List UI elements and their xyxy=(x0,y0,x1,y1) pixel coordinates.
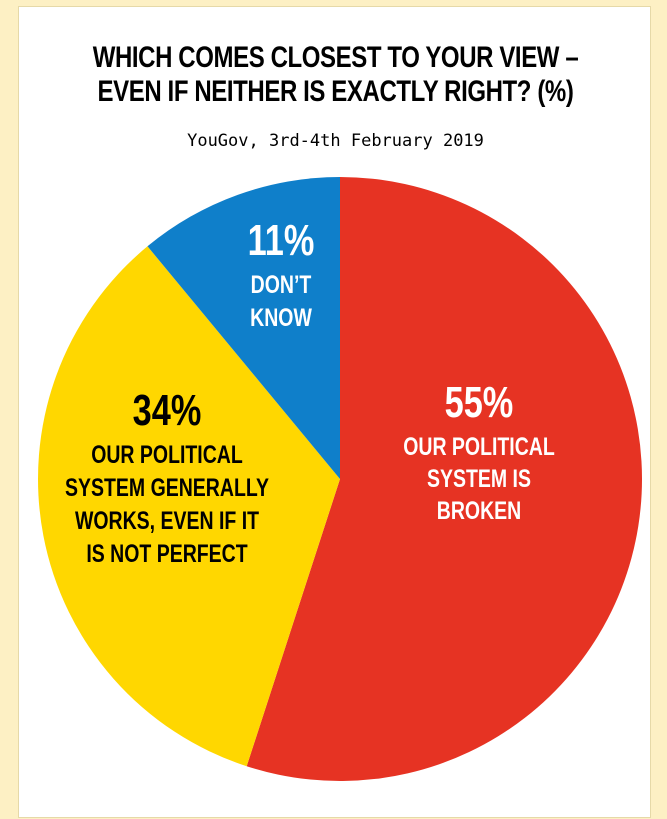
chart-title-line-2: EVEN IF NEITHER IS EXACTLY RIGHT? (%) xyxy=(97,75,574,108)
chart-title-line-1: WHICH COMES CLOSEST TO YOUR VIEW – xyxy=(92,41,579,74)
pie-slice-broken xyxy=(246,177,643,781)
slice-label-works: 34% OUR POLITICAL SYSTEM GENERALLY WORKS, E… xyxy=(65,386,269,568)
slice-percent-broken: 55% xyxy=(445,378,514,427)
slice-text-works: WORKS, EVEN IF IT xyxy=(75,507,259,535)
pie-slice-dont-know xyxy=(147,177,340,479)
slice-text-works: IS NOT PERFECT xyxy=(86,540,248,568)
pie-slice-works xyxy=(38,246,340,767)
slice-text-works: OUR POLITICAL xyxy=(91,441,243,469)
slice-percent-works: 34% xyxy=(133,386,202,435)
slice-text-broken: SYSTEM IS xyxy=(427,465,531,493)
slice-text-broken: OUR POLITICAL xyxy=(403,433,555,461)
slice-percent-dont-know: 11% xyxy=(248,216,315,265)
slice-label-dont-know: 11% DON’T KNOW xyxy=(248,216,315,332)
slice-text-dont-know: KNOW xyxy=(250,304,312,332)
slice-text-broken: BROKEN xyxy=(437,497,521,525)
chart-card: WHICH COMES CLOSEST TO YOUR VIEW – EVEN … xyxy=(18,6,651,818)
pie-chart: 55% OUR POLITICAL SYSTEM IS BROKEN 34% OUR PO… xyxy=(38,177,643,781)
slice-text-works: SYSTEM GENERALLY xyxy=(65,474,269,502)
slice-label-broken: 55% OUR POLITICAL SYSTEM IS BROKEN xyxy=(403,378,555,525)
slice-text-dont-know: DON’T xyxy=(251,271,312,299)
chart-title: WHICH COMES CLOSEST TO YOUR VIEW – EVEN … xyxy=(82,41,588,109)
chart-subtitle: YouGov, 3rd-4th February 2019 xyxy=(187,131,484,151)
